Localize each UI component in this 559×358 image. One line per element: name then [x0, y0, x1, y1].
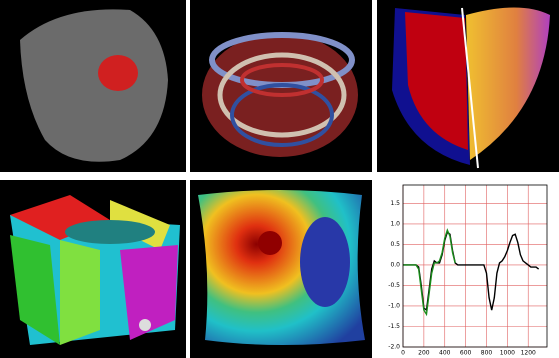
- x-tick-label: 400: [439, 350, 451, 357]
- x-tick-label: 800: [481, 350, 493, 357]
- figure: -2.0 -1.5 -1.0 -0.5 0.0 0.5 1.0 1.5 0 200 400 600 80…: [0, 0, 559, 358]
- x-tick-label: 200: [418, 350, 430, 357]
- y-tick-label: 1.0: [390, 220, 400, 227]
- x-tick-label: 600: [460, 350, 472, 357]
- x-tick-label: 1000: [500, 350, 515, 357]
- y-tick-label: 0.0: [390, 261, 400, 268]
- red-region: [98, 55, 138, 91]
- blue-region: [300, 217, 350, 307]
- y-tick-label: -1.5: [388, 323, 400, 330]
- y-tick-label: -2.0: [388, 344, 400, 351]
- y-tick-label: 1.5: [390, 200, 400, 207]
- x-tick-label: 1200: [521, 350, 536, 357]
- chart-bg: [377, 180, 559, 358]
- y-tick-label: -1.0: [388, 302, 400, 309]
- x-tick-label: 0: [401, 350, 405, 357]
- red-spot: [258, 231, 282, 255]
- y-tick-label: -0.5: [388, 282, 400, 289]
- cavity: [65, 220, 155, 244]
- segment: [60, 240, 100, 345]
- marker: [139, 319, 151, 331]
- y-tick-label: 0.5: [390, 241, 400, 248]
